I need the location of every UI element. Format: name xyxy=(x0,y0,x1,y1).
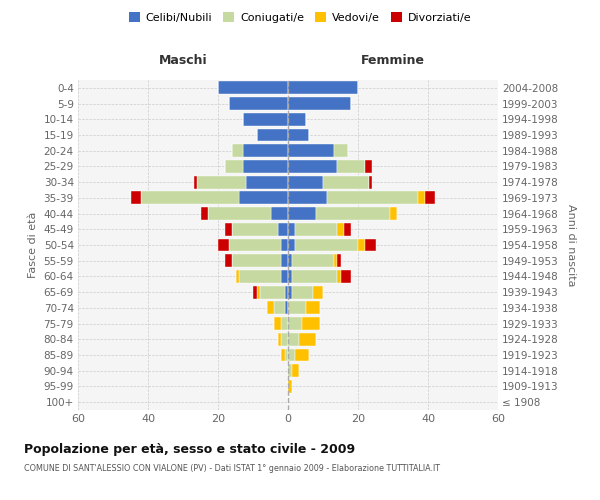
Text: Maschi: Maschi xyxy=(158,54,208,68)
Bar xyxy=(239,192,288,204)
Bar xyxy=(208,207,271,220)
Bar xyxy=(200,207,208,220)
Bar xyxy=(284,302,288,314)
Bar xyxy=(334,254,337,267)
Bar xyxy=(235,270,239,283)
Bar xyxy=(288,270,292,283)
Bar xyxy=(239,270,281,283)
Bar xyxy=(197,176,246,188)
Bar xyxy=(281,317,288,330)
Bar xyxy=(288,192,326,204)
Bar xyxy=(337,223,344,235)
Bar xyxy=(242,144,288,157)
Legend: Celibi/Nubili, Coniugati/e, Vedovi/e, Divorziati/e: Celibi/Nubili, Coniugati/e, Vedovi/e, Di… xyxy=(124,8,476,28)
Bar xyxy=(288,82,358,94)
Bar xyxy=(288,207,316,220)
Bar xyxy=(337,160,365,173)
Bar xyxy=(277,333,281,345)
Bar xyxy=(288,113,305,126)
Bar xyxy=(274,302,284,314)
Bar xyxy=(418,192,425,204)
Bar xyxy=(323,176,368,188)
Text: Popolazione per età, sesso e stato civile - 2009: Popolazione per età, sesso e stato civil… xyxy=(24,442,355,456)
Bar xyxy=(253,286,257,298)
Bar xyxy=(313,286,323,298)
Bar xyxy=(284,286,288,298)
Bar xyxy=(389,207,397,220)
Bar xyxy=(288,302,305,314)
Bar xyxy=(341,270,351,283)
Bar xyxy=(288,364,292,377)
Bar xyxy=(281,254,288,267)
Y-axis label: Anni di nascita: Anni di nascita xyxy=(566,204,575,286)
Bar xyxy=(271,207,288,220)
Bar xyxy=(288,128,309,141)
Bar xyxy=(292,270,337,283)
Bar xyxy=(344,223,351,235)
Bar xyxy=(292,254,334,267)
Bar xyxy=(246,176,288,188)
Bar xyxy=(242,160,288,173)
Bar xyxy=(141,192,239,204)
Bar xyxy=(218,238,229,252)
Bar xyxy=(334,144,347,157)
Bar xyxy=(288,348,295,362)
Bar xyxy=(288,238,295,252)
Bar xyxy=(232,223,277,235)
Bar xyxy=(229,97,288,110)
Bar xyxy=(281,238,288,252)
Bar xyxy=(302,317,320,330)
Bar xyxy=(425,192,435,204)
Bar xyxy=(295,348,309,362)
Bar xyxy=(257,286,260,298)
Bar xyxy=(295,238,358,252)
Bar xyxy=(257,128,288,141)
Bar xyxy=(288,254,292,267)
Bar xyxy=(292,364,299,377)
Bar xyxy=(284,348,288,362)
Bar xyxy=(232,254,281,267)
Bar xyxy=(281,348,284,362)
Bar xyxy=(288,160,337,173)
Bar xyxy=(316,207,389,220)
Bar xyxy=(281,270,288,283)
Bar xyxy=(295,223,337,235)
Bar xyxy=(225,223,232,235)
Bar xyxy=(130,192,141,204)
Bar xyxy=(260,286,284,298)
Bar xyxy=(365,160,372,173)
Bar xyxy=(288,223,295,235)
Text: Femmine: Femmine xyxy=(361,54,425,68)
Bar xyxy=(305,302,320,314)
Bar xyxy=(288,144,334,157)
Bar xyxy=(218,82,288,94)
Bar xyxy=(225,160,242,173)
Bar xyxy=(232,144,242,157)
Bar xyxy=(299,333,316,345)
Bar xyxy=(288,97,351,110)
Bar xyxy=(292,286,313,298)
Bar xyxy=(281,333,288,345)
Bar xyxy=(229,238,281,252)
Bar xyxy=(358,238,365,252)
Y-axis label: Fasce di età: Fasce di età xyxy=(28,212,38,278)
Bar xyxy=(326,192,418,204)
Bar xyxy=(242,113,288,126)
Bar xyxy=(288,176,323,188)
Bar xyxy=(288,317,302,330)
Bar xyxy=(277,223,288,235)
Bar xyxy=(288,286,292,298)
Bar xyxy=(193,176,197,188)
Bar xyxy=(225,254,232,267)
Bar xyxy=(288,380,292,393)
Bar xyxy=(267,302,274,314)
Bar xyxy=(274,317,281,330)
Bar xyxy=(337,254,341,267)
Text: COMUNE DI SANT'ALESSIO CON VIALONE (PV) - Dati ISTAT 1° gennaio 2009 - Elaborazi: COMUNE DI SANT'ALESSIO CON VIALONE (PV) … xyxy=(24,464,440,473)
Bar xyxy=(288,333,299,345)
Bar xyxy=(337,270,341,283)
Bar xyxy=(368,176,372,188)
Bar xyxy=(365,238,376,252)
